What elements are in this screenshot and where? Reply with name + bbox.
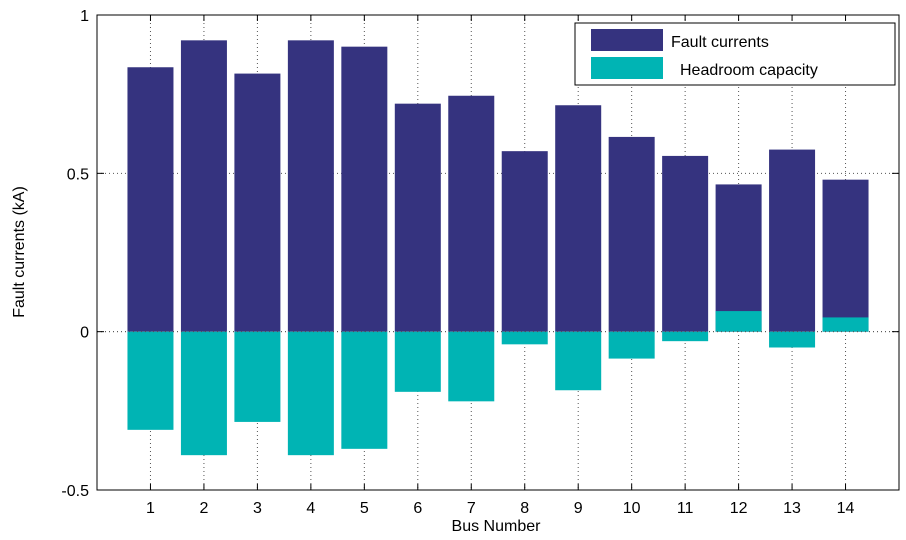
- bar-headroom-capacity: [769, 331, 816, 348]
- x-tick-label: 12: [730, 500, 748, 517]
- y-tick-label: 1: [80, 8, 89, 25]
- bar-fault-currents: [127, 67, 174, 332]
- x-tick-label: 4: [306, 500, 315, 517]
- bar-headroom-capacity: [608, 331, 655, 359]
- bar-fault-currents: [287, 40, 334, 332]
- x-tick-label: 8: [520, 500, 529, 517]
- bar-headroom-capacity: [501, 331, 548, 345]
- legend-label-fault-currents: Fault currents: [671, 34, 769, 51]
- bar-headroom-capacity: [127, 331, 174, 430]
- x-tick-label: 9: [574, 500, 583, 517]
- x-tick-label: 5: [360, 500, 369, 517]
- bar-fault-currents: [769, 149, 816, 332]
- axis-ticks: [97, 14, 899, 491]
- x-tick-label: 10: [623, 500, 641, 517]
- bar-fault-currents: [180, 40, 227, 332]
- bar-fault-currents: [608, 136, 655, 332]
- x-tick-label: 14: [837, 500, 855, 517]
- x-tick-label: 11: [677, 500, 694, 517]
- bar-headroom-capacity: [555, 331, 602, 391]
- x-tick-label: 2: [199, 500, 208, 517]
- bar-headroom-capacity: [341, 331, 388, 449]
- x-tick-label: 1: [146, 500, 155, 517]
- y-tick-label: -0.5: [61, 483, 89, 500]
- plot-frame: [96, 14, 900, 491]
- bar-headroom-capacity: [662, 331, 709, 342]
- x-tick-label: 13: [783, 500, 801, 517]
- bar-headroom-capacity: [715, 311, 762, 332]
- legend: Fault currents Headroom capacity: [574, 22, 896, 86]
- bar-fault-currents: [822, 179, 869, 332]
- legend-label-headroom-capacity: Headroom capacity: [680, 62, 818, 79]
- x-axis-title: Bus Number: [452, 518, 542, 535]
- plot-background: [97, 15, 899, 490]
- bar-fault-currents: [501, 151, 548, 332]
- y-tick-label: 0.5: [67, 166, 89, 183]
- bar-fault-currents: [715, 184, 762, 332]
- bar-headroom-capacity: [448, 331, 495, 402]
- bar-fault-currents: [448, 95, 495, 332]
- y-axis-title: Fault currents (kA): [11, 186, 28, 318]
- bar-fault-currents: [394, 103, 441, 332]
- bar-fault-currents: [555, 105, 602, 332]
- bar-fault-currents: [341, 46, 388, 332]
- x-tick-labels: 1 2 3 4 5 6 7 8 9 10 11 12 13 14: [146, 500, 855, 517]
- x-tick-label: 3: [253, 500, 262, 517]
- bar-headroom-capacity: [394, 331, 441, 392]
- y-tick-labels: -0.5 0 0.5 1: [61, 8, 89, 500]
- legend-swatch-headroom-capacity: [591, 57, 663, 79]
- bar-fault-currents: [662, 155, 709, 332]
- bar-headroom-capacity: [180, 331, 227, 456]
- y-tick-label: 0: [80, 325, 89, 342]
- x-tick-label: 6: [413, 500, 422, 517]
- bars: [97, 40, 899, 456]
- bar-fault-currents: [234, 73, 281, 332]
- legend-swatch-fault-currents: [591, 29, 663, 51]
- bar-headroom-capacity: [822, 317, 869, 332]
- bar-headroom-capacity: [287, 331, 334, 456]
- x-tick-label: 7: [467, 500, 476, 517]
- bar-headroom-capacity: [234, 331, 281, 422]
